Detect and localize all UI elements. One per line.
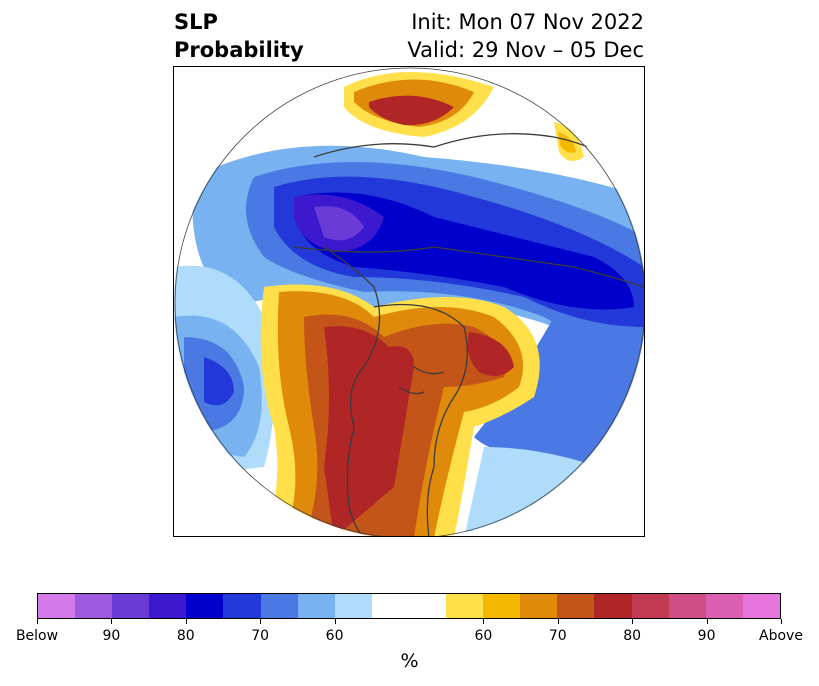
colorbar-tick-label: Above [759, 628, 803, 644]
colorbar-tick-mark [111, 619, 113, 624]
probability-colorbar [37, 593, 781, 619]
colorbar-segment [668, 594, 706, 618]
colorbar-tick-mark [483, 619, 485, 624]
map-dates: Init: Mon 07 Nov 2022 Valid: 29 Nov – 05… [407, 8, 644, 64]
colorbar-segment [483, 594, 521, 618]
map-title: SLP Probability [174, 8, 304, 64]
colorbar-segment [260, 594, 298, 618]
colorbar-segment [371, 594, 409, 618]
colorbar-tick-mark [706, 619, 708, 624]
colorbar-tick-mark [37, 619, 38, 624]
colorbar-tick-labels: Below 90 80 70 60 60 70 80 90 Above [0, 628, 819, 648]
colorbar-segment [334, 594, 372, 618]
colorbar-segment [705, 594, 743, 618]
probability-field [174, 67, 644, 536]
colorbar-unit: % [400, 650, 419, 672]
colorbar-tick-label: 60 [474, 628, 493, 644]
polar-projection-map [174, 67, 644, 536]
colorbar-segment [223, 594, 261, 618]
colorbar-segment [75, 594, 113, 618]
colorbar-tick-mark [781, 619, 782, 624]
probability-map [173, 66, 645, 537]
colorbar-tick-label: 60 [325, 628, 344, 644]
title-variable: SLP [174, 10, 218, 34]
colorbar-tick-label: 90 [102, 628, 121, 644]
colorbar-tick-label: 80 [176, 628, 195, 644]
colorbar-segment [446, 594, 484, 618]
colorbar-segment [594, 594, 632, 618]
colorbar-tick-label: 70 [548, 628, 567, 644]
colorbar-segment [408, 594, 447, 618]
colorbar-segment [557, 594, 595, 618]
colorbar-tick-mark [557, 619, 559, 624]
colorbar-segment [631, 594, 669, 618]
colorbar-tick-mark [334, 619, 336, 624]
colorbar-segment [149, 594, 187, 618]
colorbar-segment [186, 594, 224, 618]
colorbar-segment [520, 594, 558, 618]
init-date: Init: Mon 07 Nov 2022 [411, 10, 644, 34]
colorbar-segment [742, 594, 780, 618]
colorbar-tick-label: Below [15, 628, 59, 644]
colorbar-segment [297, 594, 335, 618]
colorbar-tick-label: 80 [623, 628, 642, 644]
colorbar-tick-mark [632, 619, 634, 624]
colorbar-tick-label: 70 [251, 628, 270, 644]
colorbar-tick-mark [260, 619, 262, 624]
colorbar-tick-label: 90 [697, 628, 716, 644]
colorbar-segment [112, 594, 150, 618]
valid-period: Valid: 29 Nov – 05 Dec [407, 38, 644, 62]
colorbar-tick-mark [185, 619, 187, 624]
title-product: Probability [174, 38, 304, 62]
colorbar-segment [38, 594, 76, 618]
